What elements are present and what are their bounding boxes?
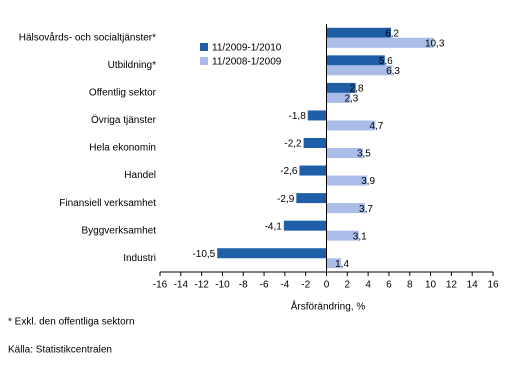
x-tick-label: 14 (467, 280, 479, 291)
legend-label: 11/2009-1/2010 (212, 43, 282, 54)
value-label: -2,2 (284, 139, 302, 150)
x-tick-label: 10 (425, 280, 437, 291)
x-tick-label: -14 (174, 280, 189, 291)
footnote: * Exkl. den offentliga sektorn (8, 317, 135, 328)
value-label: 1,4 (335, 259, 349, 270)
bar (326, 230, 359, 241)
y-tick-label: Industri (123, 253, 156, 264)
x-tick-label: -10 (215, 280, 230, 291)
bar (326, 27, 392, 38)
y-tick-label: Offentlig sektor (89, 88, 157, 99)
legend-label: 11/2008-1/2009 (212, 57, 282, 68)
source: Källa: Statistikcentralen (8, 345, 112, 356)
x-axis-label: Årsförändring, % (291, 300, 366, 313)
bar (326, 37, 434, 48)
y-tick-label: Utbildning* (108, 60, 156, 71)
legend-swatch (200, 57, 208, 65)
bar (326, 92, 351, 103)
y-tick-label: Handel (124, 170, 156, 181)
value-label: -4,1 (265, 221, 283, 232)
x-tick-label: 12 (446, 280, 458, 291)
value-label: -10,5 (192, 249, 215, 260)
value-label: 2,8 (350, 84, 364, 95)
bar (326, 120, 376, 131)
bar (296, 193, 327, 204)
value-label: 3,9 (361, 176, 375, 187)
bar (307, 110, 327, 121)
bar (299, 165, 327, 176)
x-tick-label: 4 (365, 280, 371, 291)
bar (326, 82, 356, 93)
bar (326, 175, 368, 186)
value-label: -2,9 (277, 194, 295, 205)
x-tick-label: 2 (345, 280, 351, 291)
x-tick-label: -12 (194, 280, 209, 291)
bar (326, 258, 342, 269)
bar (303, 138, 327, 148)
x-tick-label: -8 (239, 280, 248, 291)
x-tick-label: -2 (301, 280, 310, 291)
value-label: 3,5 (357, 149, 371, 160)
bar (326, 65, 393, 76)
value-label: 4,7 (369, 121, 383, 132)
bar (326, 148, 363, 158)
x-tick-label: -4 (280, 280, 289, 291)
value-label: -2,6 (280, 166, 298, 177)
x-tick-label: -16 (153, 280, 168, 291)
y-tick-label: Byggverksamhet (82, 225, 157, 236)
y-tick-label: Finansiell verksamhet (59, 198, 156, 209)
value-label: 3,7 (359, 204, 373, 215)
x-tick-label: 8 (407, 280, 413, 291)
bar (326, 203, 366, 214)
bar (217, 248, 327, 259)
x-tick-label: 16 (487, 280, 499, 291)
y-tick-label: Hela ekonomin (89, 143, 156, 154)
value-label: 5,6 (379, 56, 393, 67)
value-label: 2,3 (344, 94, 358, 105)
value-label: 6,3 (386, 66, 400, 77)
value-label: 10,3 (425, 38, 445, 49)
legend-swatch (200, 43, 208, 51)
y-tick-label: Hälsovårds- och socialtjänster* (19, 31, 156, 43)
x-tick-label: -6 (260, 280, 269, 291)
value-label: -1,8 (289, 111, 307, 122)
x-tick-label: 6 (386, 280, 392, 291)
value-label: 3,1 (353, 231, 367, 242)
bar (283, 220, 327, 231)
value-label: 6,2 (385, 28, 399, 39)
x-tick-label: 0 (324, 280, 330, 291)
y-tick-label: Övriga tjänster (91, 114, 157, 126)
bar (326, 55, 385, 66)
